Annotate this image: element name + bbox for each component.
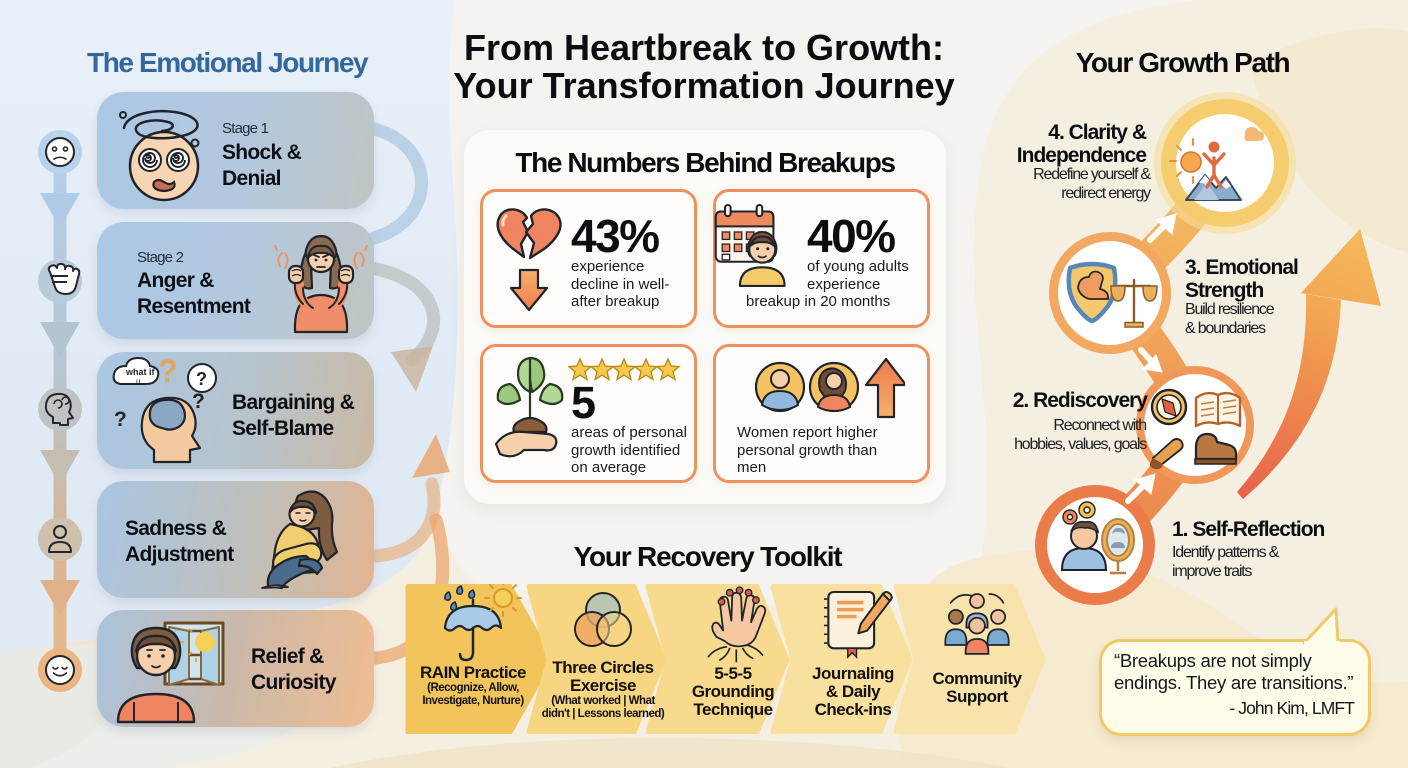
svg-text:what if: what if	[125, 367, 156, 377]
svg-text:u: u	[136, 377, 140, 386]
svg-text:?: ?	[158, 356, 178, 389]
svg-text:?: ?	[192, 390, 205, 413]
svg-text:?: ?	[114, 408, 127, 431]
svg-text:?: ?	[196, 369, 207, 389]
